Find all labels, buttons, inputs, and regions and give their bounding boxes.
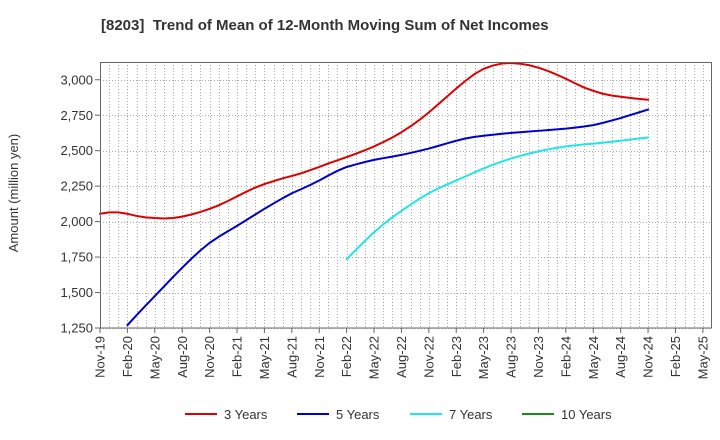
x-tick-label: Aug-24 [613,336,628,378]
legend-item-3-years: 3 Years [185,407,268,422]
series-line-3-years [99,61,650,220]
y-axis: 1,250 1,500 1,750 2,000 2,250 2,500 2,750 3,000 [60,72,100,336]
x-tick-label: Nov-21 [312,336,327,378]
x-tick-label: Aug-23 [504,336,519,378]
x-tick-label: Feb-23 [449,336,464,377]
x-tick-label: Nov-19 [93,336,108,378]
y-tick-label: 2,750 [60,108,93,123]
x-tick-label: Aug-20 [175,336,190,378]
legend-label-10-years: 10 Years [561,407,612,422]
legend-item-10-years: 10 Years [522,407,612,422]
x-tick-label: Feb-21 [230,336,245,377]
x-tick-label: Feb-22 [339,336,354,377]
y-tick-label: 1,500 [60,285,93,300]
plot-area [100,62,712,329]
x-tick-label: May-21 [257,336,272,379]
y-tick-label: 2,250 [60,179,93,194]
series-lines [99,61,650,327]
y-tick-label: 3,000 [60,72,93,87]
y-tick-label: 1,750 [60,250,93,265]
legend-label-7-years: 7 Years [449,407,493,422]
y-tick-label: 2,000 [60,214,93,229]
x-tick-label: Nov-24 [641,336,656,378]
x-tick-label: May-23 [476,336,491,379]
y-tick-label: 1,250 [60,321,93,336]
x-axis: Nov-19 Feb-20 May-20 Aug-20 Nov-20 Feb-21 May-… [93,328,710,379]
x-tick-label: Feb-24 [558,336,573,377]
x-tick-label: May-25 [695,336,710,379]
x-tick-label: Nov-20 [202,336,217,378]
legend-item-7-years: 7 Years [410,407,493,422]
x-tick-label: May-22 [367,336,382,379]
x-tick-label: Aug-22 [394,336,409,378]
grid [100,62,712,329]
series-line-7-years [345,136,650,261]
x-tick-label: Aug-21 [284,336,299,378]
legend-label-5-years: 5 Years [336,407,380,422]
legend: 3 Years 5 Years 7 Years 10 Years [185,407,612,422]
x-tick-label: Feb-20 [120,336,135,377]
legend-item-5-years: 5 Years [297,407,380,422]
x-tick-label: May-20 [147,336,162,379]
x-tick-label: Nov-23 [531,336,546,378]
series-line-5-years [126,108,650,327]
x-tick-label: May-24 [586,336,601,379]
y-tick-label: 2,500 [60,143,93,158]
y-axis-label: Amount (million yen) [6,134,21,253]
x-tick-label: Feb-25 [668,336,683,377]
x-tick-label: Nov-22 [421,336,436,378]
legend-label-3-years: 3 Years [224,407,268,422]
chart-title: [8203] Trend of Mean of 12-Month Moving … [101,17,549,34]
